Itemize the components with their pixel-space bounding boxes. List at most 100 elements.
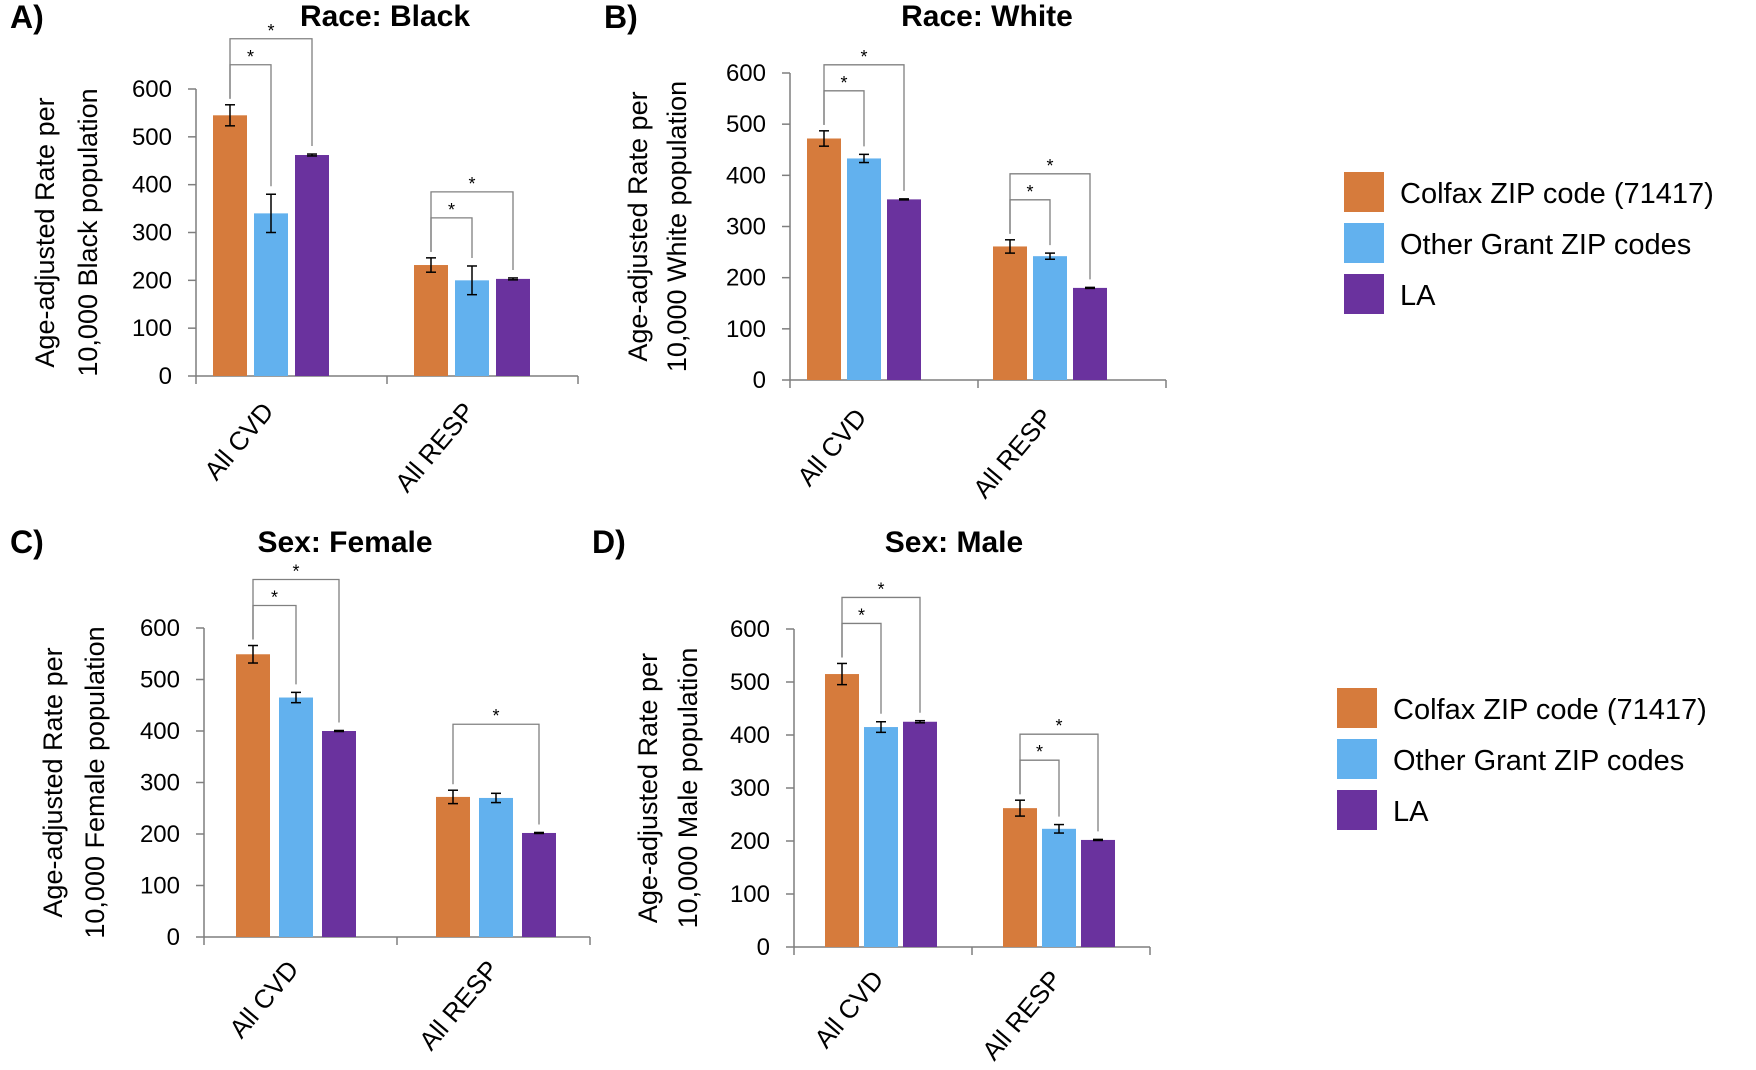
y-tick-label: 400 xyxy=(132,172,172,199)
y-tick-label: 200 xyxy=(726,265,766,292)
bar xyxy=(436,796,470,937)
y-axis-label-line: 10,000 Female population xyxy=(80,626,110,938)
significance-bracket xyxy=(841,596,921,713)
y-axis-label: Age-adjusted Rate per 10,000 Black popula… xyxy=(30,88,103,376)
y-axis-label-line: 10,000 Male population xyxy=(673,648,703,929)
legend-swatch xyxy=(1337,790,1377,830)
significance-star: * xyxy=(840,73,847,93)
y-axis-label-line: 10,000 White population xyxy=(662,81,692,372)
x-category-label: All RESP xyxy=(967,403,1059,504)
y-axis-label-line: Age-adjusted Rate per xyxy=(623,91,653,361)
bar xyxy=(254,213,288,376)
significance-bracket xyxy=(430,217,473,258)
y-tick-label: 600 xyxy=(140,615,180,642)
y-tick-label: 0 xyxy=(159,363,172,390)
significance-bracket xyxy=(1009,199,1051,246)
bar xyxy=(1073,287,1107,380)
panel-d: D) Sex: Male Age-adjusted Rate per 10,000 M… xyxy=(592,524,1151,1066)
significance-star: * xyxy=(877,579,884,599)
bar xyxy=(213,115,247,376)
y-tick-label: 100 xyxy=(726,316,766,343)
y-axis-label-line: Age-adjusted Rate per xyxy=(30,97,60,367)
legend: Colfax ZIP code (71417) Other Grant ZIP c… xyxy=(1344,172,1714,314)
legend-label: Colfax ZIP code (71417) xyxy=(1393,694,1707,726)
legend-swatch xyxy=(1337,739,1377,779)
y-tick-label: 600 xyxy=(132,76,172,103)
y-tick-label: 200 xyxy=(140,821,180,848)
legend-swatch xyxy=(1337,688,1377,728)
legend-label: LA xyxy=(1393,796,1429,828)
y-tick-label: 400 xyxy=(730,722,770,749)
significance-star: * xyxy=(858,605,865,625)
significance-bracket xyxy=(430,191,514,270)
bar xyxy=(496,278,530,376)
x-category-label: All CVD xyxy=(198,397,279,486)
y-tick-label: 0 xyxy=(757,934,770,961)
panel-c: C) Sex: Female Age-adjusted Rate per 10,000… xyxy=(10,524,591,1056)
significance-star: * xyxy=(1055,716,1062,736)
significance-star: * xyxy=(271,588,278,608)
significance-bracket xyxy=(1019,733,1099,832)
x-category-label: All RESP xyxy=(976,965,1068,1066)
panel-b: B) Race: White Age-adjusted Rate per 10,000… xyxy=(604,0,1167,504)
y-tick-label: 100 xyxy=(730,881,770,908)
legend-swatch xyxy=(1344,274,1384,314)
y-tick-label: 400 xyxy=(726,162,766,189)
x-category-label: All CVD xyxy=(223,955,304,1044)
y-axis-label: Age-adjusted Rate per 10,000 Male populat… xyxy=(633,648,703,929)
bar xyxy=(522,832,556,937)
bar xyxy=(455,280,489,376)
x-category-label: All RESP xyxy=(389,397,481,498)
bar xyxy=(807,138,841,380)
panel-title: Sex: Female xyxy=(257,526,432,559)
panel-a: A) Race: Black Age-adjusted Rate per 10,000… xyxy=(10,0,579,498)
y-axis-label-line: Age-adjusted Rate per xyxy=(38,647,68,917)
y-tick-label: 300 xyxy=(730,775,770,802)
y-tick-label: 500 xyxy=(140,667,180,694)
significance-star: * xyxy=(292,562,299,582)
y-axis-label: Age-adjusted Rate per 10,000 White popula… xyxy=(623,81,692,372)
significance-star: * xyxy=(247,47,254,67)
significance-star: * xyxy=(267,21,274,41)
bar xyxy=(1081,839,1115,947)
bar xyxy=(864,727,898,947)
panel-title: Sex: Male xyxy=(885,526,1023,559)
y-tick-label: 500 xyxy=(132,124,172,151)
significance-bracket xyxy=(452,723,540,825)
legend-swatch xyxy=(1344,172,1384,212)
legend-label: Other Grant ZIP codes xyxy=(1393,745,1684,777)
panel-letter: A) xyxy=(10,0,44,35)
bar xyxy=(295,155,329,376)
legend-label: Colfax ZIP code (71417) xyxy=(1400,178,1714,210)
y-tick-label: 500 xyxy=(730,669,770,696)
significance-star: * xyxy=(1026,182,1033,202)
bar xyxy=(279,697,313,937)
y-tick-label: 500 xyxy=(726,111,766,138)
panel-title: Race: Black xyxy=(300,0,470,33)
y-tick-label: 200 xyxy=(730,828,770,855)
legend: Colfax ZIP code (71417) Other Grant ZIP c… xyxy=(1337,688,1707,830)
panel-letter: D) xyxy=(592,524,626,560)
bar xyxy=(903,721,937,947)
x-category-label: All CVD xyxy=(791,403,872,492)
bar xyxy=(825,674,859,947)
y-tick-label: 100 xyxy=(132,315,172,342)
significance-bracket xyxy=(229,38,313,147)
panel-letter: C) xyxy=(10,524,44,560)
y-tick-label: 600 xyxy=(726,60,766,87)
y-tick-label: 100 xyxy=(140,873,180,900)
bar xyxy=(1033,256,1067,380)
bar xyxy=(847,158,881,380)
significance-bracket xyxy=(1009,173,1091,280)
significance-star: * xyxy=(860,47,867,67)
y-tick-label: 600 xyxy=(730,616,770,643)
y-tick-label: 0 xyxy=(753,367,766,394)
significance-star: * xyxy=(1046,156,1053,176)
bar xyxy=(414,265,448,376)
panel-letter: B) xyxy=(604,0,638,35)
bar xyxy=(322,731,356,937)
significance-star: * xyxy=(1036,742,1043,762)
y-tick-label: 400 xyxy=(140,718,180,745)
bar xyxy=(887,199,921,380)
